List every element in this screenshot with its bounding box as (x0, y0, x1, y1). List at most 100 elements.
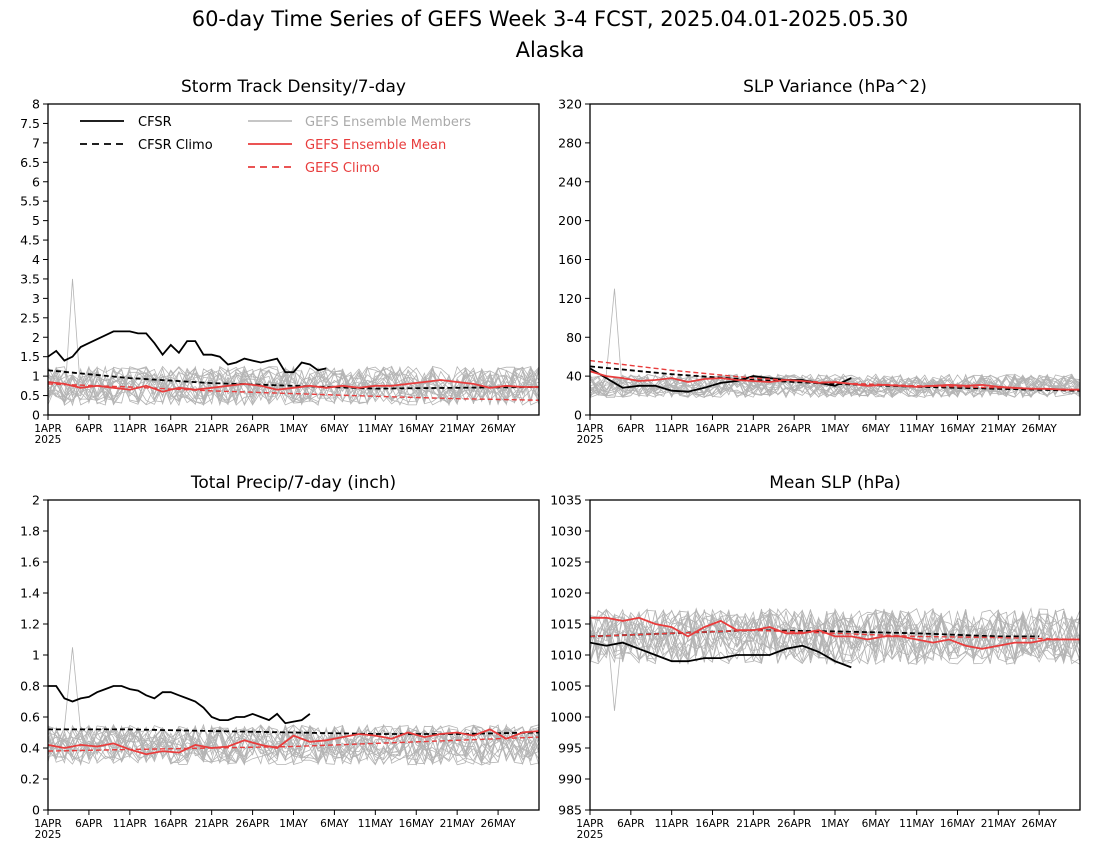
x-tick-label: 11APR (655, 818, 689, 830)
y-tick-label: 0 (32, 408, 40, 423)
x-tick-label: 1MAY (279, 818, 308, 830)
ensemble-members (590, 607, 1080, 711)
y-tick-label: 0.5 (20, 388, 40, 403)
y-tick-label: 0 (32, 803, 40, 818)
y-tick-label: 7 (32, 135, 40, 150)
x-tick-label: 11APR (113, 818, 147, 830)
y-tick-label: 1.8 (20, 524, 40, 539)
ensemble-member-line (48, 365, 539, 406)
plot-frame (589, 499, 1081, 811)
legend: CFSR CFSR Climo GEFS Ensemble Members GE… (80, 115, 471, 176)
y-tick-label: 0.8 (20, 679, 40, 694)
x-tick-label: 21MAY (981, 818, 1017, 830)
y-tick-label: 1000 (550, 710, 582, 725)
y-tick-label: 240 (558, 174, 582, 189)
legend-label-gefs-climo: GEFS Climo (305, 161, 380, 176)
x-tick-label: 26MAY (1022, 818, 1058, 830)
x-tick-label: 21MAY (981, 423, 1017, 435)
legend-entry-gefs-mean: GEFS Ensemble Mean (248, 138, 446, 153)
ensemble-member-line (590, 373, 1080, 399)
x-tick-label: 11APR (655, 423, 689, 435)
ensemble-member-line (590, 374, 1080, 398)
ensemble-member-line (590, 607, 1080, 665)
panel-slp-variance: SLP Variance (hPa^2) 0 40 80 120 160 200 240 280… (558, 77, 1081, 446)
y-tick-label: 320 (558, 97, 582, 112)
ensemble-member-line (590, 373, 1080, 398)
ensemble-member-line (48, 365, 539, 405)
series-gefs-ensemble-mean (48, 379, 539, 393)
y-tick-label: 80 (566, 330, 582, 345)
x-tick-label: 1MAY (821, 423, 850, 435)
series-cfsr-climo (48, 728, 539, 735)
y-tick-label: 2 (32, 330, 40, 345)
y-tick-label: 8 (32, 97, 40, 112)
plot-frame (47, 103, 540, 416)
x-tick-label: 11MAY (899, 423, 935, 435)
y-tick-label: 4 (32, 252, 40, 267)
ensemble-member-line (48, 723, 539, 766)
ensemble-member-line (590, 608, 1080, 664)
x-tick-label: 11MAY (358, 818, 394, 830)
panel-title: Mean SLP (hPa) (769, 473, 901, 493)
y-tick-label: 0.2 (20, 772, 40, 787)
ensemble-member-line (590, 608, 1080, 665)
y-tick-label: 1 (32, 648, 40, 663)
x-tick-label: 16MAY (399, 818, 435, 830)
y-tick-label: 0.4 (20, 741, 40, 756)
panel-mean-slp: Mean SLP (hPa) 985 990 995 1000 1005 1010 1015 1… (550, 473, 1081, 841)
x-tick-label: 21APR (195, 818, 229, 830)
ensemble-member-line (48, 366, 539, 407)
y-tick-label: 1020 (550, 586, 582, 601)
y-tick-label: 5.5 (20, 194, 40, 209)
y-tick-label: 6 (32, 174, 40, 189)
series-cfsr-climo (590, 365, 1080, 392)
series-gefs-ensemble-mean (590, 370, 1080, 391)
x-tick-label: 16APR (695, 423, 729, 435)
figure-subtitle: Alaska (516, 38, 585, 62)
y-tick-label: 3 (32, 291, 40, 306)
y-tick-label: 1010 (550, 648, 582, 663)
x-tick-label: 16APR (695, 818, 729, 830)
y-tick-label: 1025 (550, 555, 582, 570)
y-tick-label: 1035 (550, 493, 582, 508)
series-gefs-climo (48, 736, 539, 752)
x-tick-label: 16APR (154, 423, 188, 435)
series-gefs-climo (48, 383, 539, 401)
x-tick-label: 21APR (195, 423, 229, 435)
ensemble-member-line (590, 608, 1080, 665)
y-tick-label: 1005 (550, 679, 582, 694)
panel-title: Storm Track Density/7-day (181, 77, 406, 97)
y-tick-label: 160 (558, 252, 582, 267)
x-tick-label: 21MAY (440, 423, 476, 435)
legend-label-gefs-mean: GEFS Ensemble Mean (305, 138, 446, 153)
x-tick-label: 26MAY (480, 423, 516, 435)
ensemble-member-line (48, 725, 539, 765)
y-tick-label: 6.5 (20, 155, 40, 170)
y-tick-label: 1.2 (20, 617, 40, 632)
y-tick-label: 4.5 (20, 233, 40, 248)
y-tick-label: 1.5 (20, 349, 40, 364)
y-tick-label: 40 (566, 369, 582, 384)
x-tick-label: 16APR (154, 818, 188, 830)
y-tick-label: 995 (558, 741, 582, 756)
y-tick-label: 985 (558, 803, 582, 818)
panel-title: SLP Variance (hPa^2) (743, 77, 927, 97)
x-tick-label: 26APR (777, 818, 811, 830)
legend-entry-gefs-climo: GEFS Climo (248, 161, 380, 176)
legend-entry-gefs-members: GEFS Ensemble Members (248, 115, 471, 130)
x-tick-label: 16MAY (399, 423, 435, 435)
series-cfsr (48, 330, 327, 374)
x-tick-label: 6APR (75, 818, 103, 830)
y-tick-label: 200 (558, 213, 582, 228)
x-tick-label: 6APR (617, 423, 645, 435)
ensemble-member-line (590, 609, 1080, 665)
x-tick-label: 21APR (736, 423, 770, 435)
y-tick-label: 1.6 (20, 555, 40, 570)
x-year-label: 2025 (35, 434, 62, 446)
series-gefs-climo (590, 359, 1080, 391)
x-tick-label: 6MAY (862, 423, 891, 435)
x-tick-label: 1MAY (279, 423, 308, 435)
x-year-label: 2025 (577, 434, 604, 446)
x-tick-label: 16MAY (940, 818, 976, 830)
